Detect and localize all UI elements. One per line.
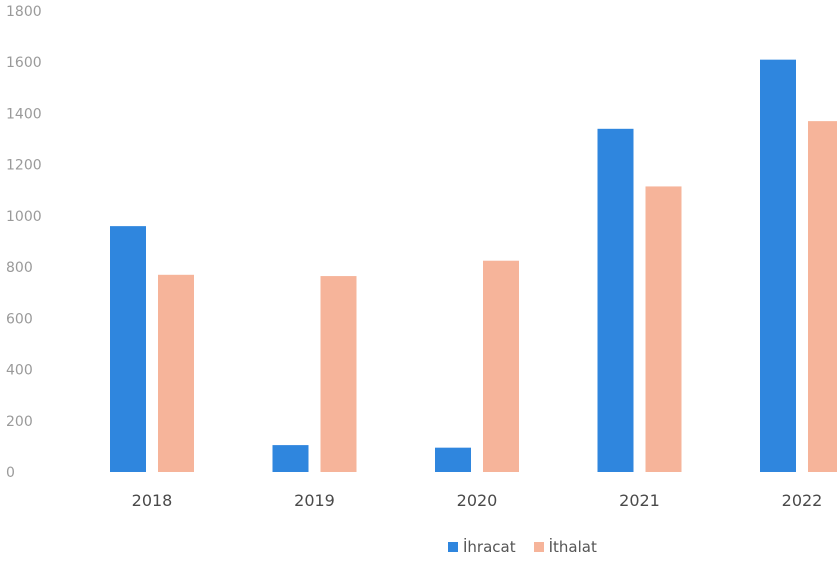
bar-2019-series-0 (272, 445, 309, 472)
y-axis-tick-labels: 0 200 400 600 800 1000 1200 1400 1600 1800 (6, 4, 42, 481)
bar-2018-series-0 (110, 226, 146, 472)
legend-label-ihracat: İhracat (463, 538, 516, 556)
x-tick-label-2018: 2018 (132, 491, 173, 510)
y-tick-label-0: 0 (6, 465, 15, 481)
y-tick-label-200: 200 (6, 414, 33, 430)
legend-item-ihracat: İhracat (448, 538, 516, 556)
legend-item-ithalat: İthalat (533, 538, 597, 556)
bar-2022-series-1 (808, 121, 837, 472)
y-tick-label-1200: 1200 (6, 158, 42, 174)
bar-2020-series-1 (483, 260, 519, 472)
legend-label-ithalat: İthalat (548, 538, 597, 556)
y-tick-label-1000: 1000 (6, 209, 42, 225)
legend-swatch-ihracat (448, 542, 458, 552)
bar-2019-series-1 (320, 276, 357, 472)
legend-swatch-ithalat (533, 542, 544, 552)
bar-2021-series-1 (645, 186, 682, 473)
y-tick-label-1600: 1600 (6, 55, 42, 71)
bar-2022-series-0 (760, 59, 796, 473)
y-tick-label-1800: 1800 (6, 4, 42, 20)
x-tick-label-2021: 2021 (619, 491, 660, 510)
bar-2020-series-0 (435, 447, 471, 472)
x-tick-label-2020: 2020 (457, 491, 498, 510)
x-tick-label-2022: 2022 (782, 491, 823, 510)
x-tick-label-2019: 2019 (294, 491, 335, 510)
y-tick-label-1400: 1400 (6, 106, 42, 122)
bars (110, 59, 837, 473)
y-tick-label-600: 600 (6, 311, 33, 327)
y-tick-label-400: 400 (6, 363, 33, 379)
y-tick-label-800: 800 (6, 260, 33, 276)
bar-2021-series-0 (597, 128, 634, 473)
x-axis-tick-labels: 2018 2019 2020 2021 2022 (132, 491, 823, 510)
bar-2018-series-1 (158, 274, 194, 472)
legend: İhracat İthalat (448, 537, 597, 557)
